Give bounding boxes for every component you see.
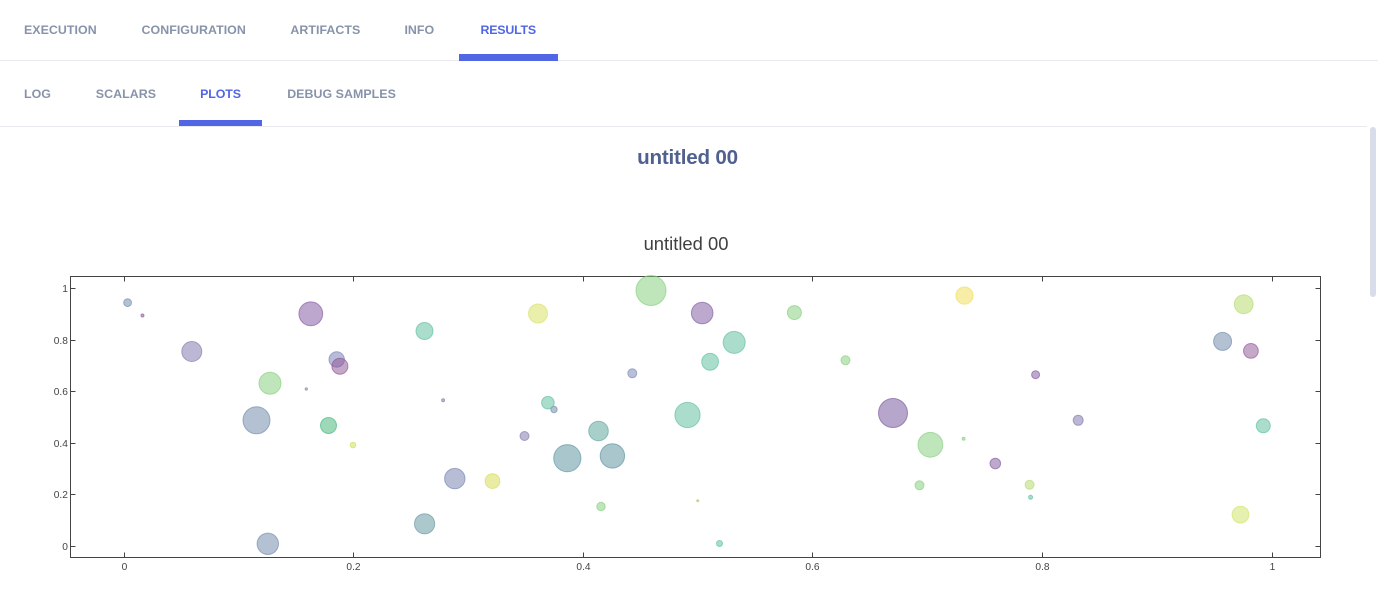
svg-text:0.4: 0.4 — [576, 562, 590, 573]
svg-text:0.6: 0.6 — [54, 387, 68, 398]
svg-text:0.2: 0.2 — [346, 562, 360, 573]
svg-text:0.2: 0.2 — [54, 490, 68, 501]
svg-text:0.8: 0.8 — [54, 336, 68, 347]
svg-text:1: 1 — [1270, 562, 1276, 573]
svg-text:0: 0 — [62, 542, 68, 553]
svg-text:1: 1 — [62, 284, 68, 295]
svg-text:0.8: 0.8 — [1035, 562, 1049, 573]
svg-text:0.4: 0.4 — [54, 439, 68, 450]
svg-text:0.6: 0.6 — [805, 562, 819, 573]
svg-text:0: 0 — [122, 562, 128, 573]
